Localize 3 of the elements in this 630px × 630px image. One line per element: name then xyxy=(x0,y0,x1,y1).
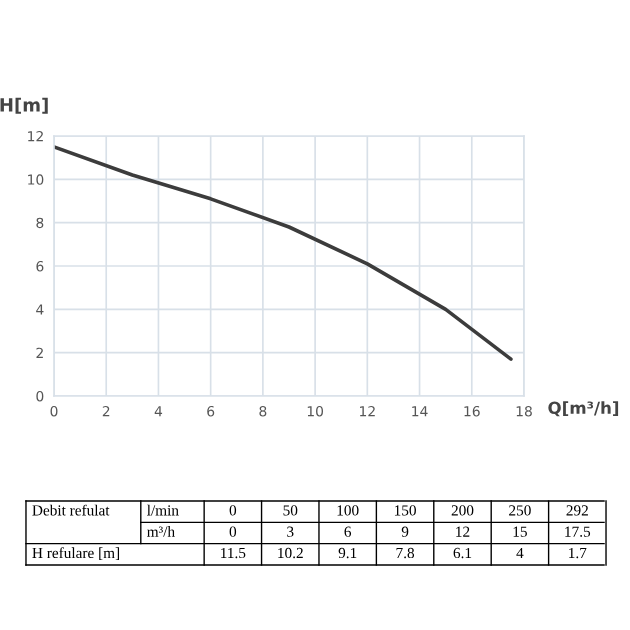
y-axis-title: H[m] xyxy=(0,97,48,114)
line-series xyxy=(54,145,513,361)
x-axis-title: Q[m³/h] xyxy=(548,401,619,417)
